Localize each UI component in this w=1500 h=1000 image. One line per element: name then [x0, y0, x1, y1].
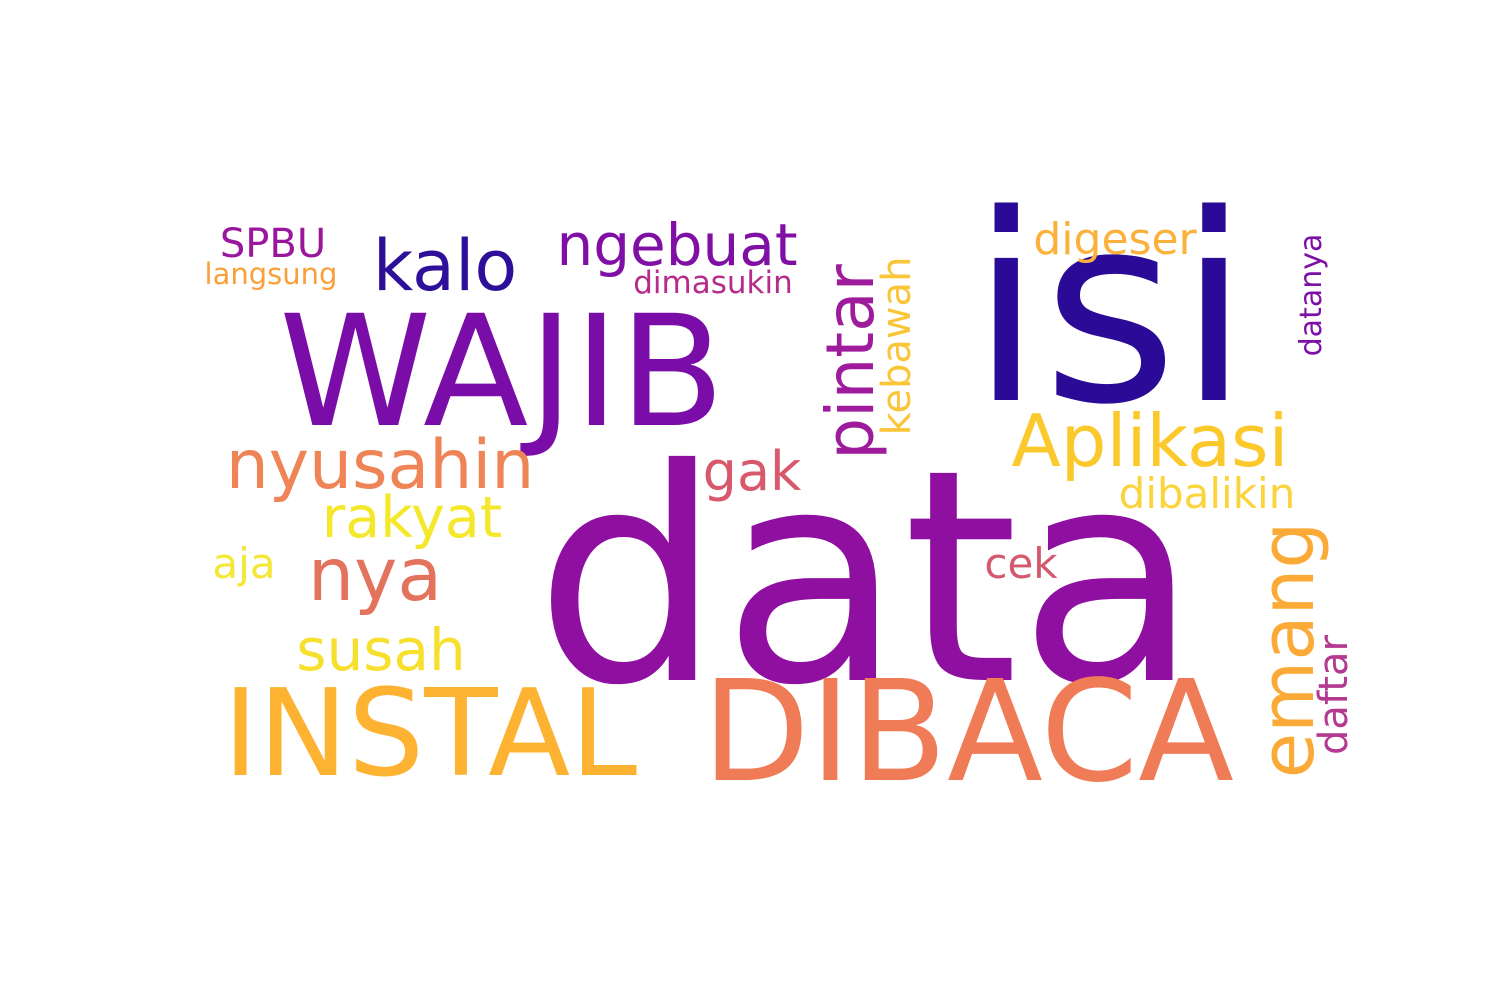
word-daftar: daftar: [1311, 634, 1357, 754]
word-aplikasi: Aplikasi: [1011, 399, 1288, 483]
word-dimasukin: dimasukin: [633, 265, 793, 301]
word-gak: gak: [703, 440, 802, 503]
word-instal: INSTAL: [223, 665, 637, 804]
word-rakyat: rakyat: [322, 485, 502, 551]
word-spbu: SPBU: [220, 221, 326, 267]
word-emang: emang: [1245, 522, 1331, 779]
word-kebawah: kebawah: [874, 257, 920, 436]
word-kalo: kalo: [373, 225, 517, 307]
word-ngebuat: ngebuat: [556, 211, 797, 279]
word-dibalikin: dibalikin: [1119, 469, 1296, 518]
word-data: data: [535, 406, 1199, 750]
word-aja: aja: [212, 539, 275, 588]
word-dibaca: DIBACA: [702, 651, 1234, 814]
word-nyusahin: nyusahin: [226, 426, 535, 505]
word-nya: nya: [308, 533, 442, 618]
word-datanya: datanya: [1294, 234, 1329, 357]
word-digeser: digeser: [1033, 214, 1197, 265]
word-isi: isi: [970, 160, 1250, 462]
word-pintar: pintar: [812, 263, 889, 459]
word-susah: susah: [296, 616, 466, 684]
word-langsung: langsung: [205, 257, 338, 291]
word-wajib: WAJIB: [279, 283, 725, 462]
word-cek: cek: [984, 539, 1058, 588]
